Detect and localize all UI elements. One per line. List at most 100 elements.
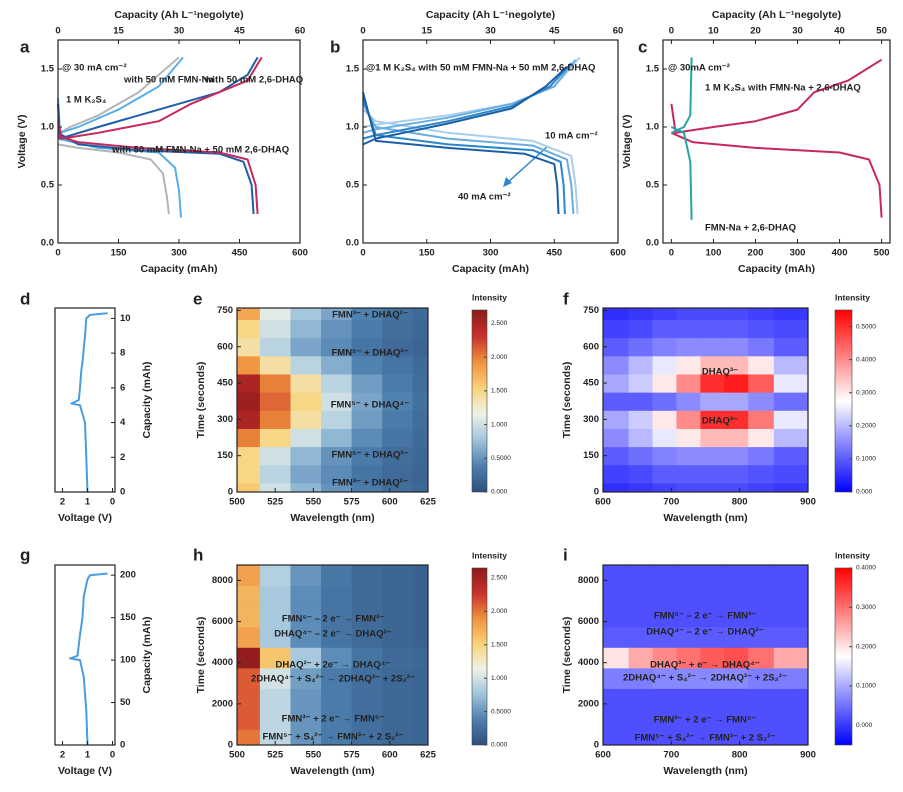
- y-tick-label: 150: [120, 612, 136, 623]
- heat-cell: [700, 709, 725, 731]
- heat-cell: [603, 355, 630, 375]
- x2-tick-label: 30: [174, 26, 185, 37]
- heat-cell: [603, 606, 630, 628]
- line: [362, 65, 568, 215]
- heat-cell: [628, 667, 654, 689]
- y-tick-label: 8000: [578, 575, 599, 586]
- heat-cell: [676, 319, 701, 339]
- heat-cell: [603, 428, 630, 448]
- heat-cell: [676, 308, 701, 320]
- series-label: 1 M K₂S₄: [66, 95, 107, 106]
- panel-letter: f: [563, 289, 569, 308]
- line: [57, 56, 259, 215]
- heat-cell: [700, 355, 725, 375]
- heat-cell: [652, 626, 677, 648]
- series-label: FMN-Na + 2,6-DHAQ: [705, 223, 796, 234]
- y-axis-label: Time (seconds): [195, 362, 207, 439]
- heat-cell: [724, 667, 749, 689]
- series-label: 1 M K₂S₄ with FMN-Na + 2,6-DHAQ: [705, 83, 861, 94]
- heat-cell: [676, 667, 701, 689]
- heat-cell: [700, 729, 725, 746]
- line: [69, 572, 108, 746]
- colorbar-tick-label: 0.5000: [491, 455, 511, 462]
- heat-cell: [724, 428, 749, 448]
- heat-cell: [351, 647, 383, 669]
- heat-cell: [290, 647, 322, 669]
- panel-letter: a: [20, 37, 30, 56]
- colorbar: [471, 309, 488, 493]
- heat-cell: [351, 464, 383, 484]
- heat-cell: [676, 373, 701, 393]
- series-label: with 50 mM FMN-Na: [123, 75, 214, 86]
- heat-cell: [676, 565, 701, 587]
- heat-cell: [237, 373, 261, 393]
- y-tick-label: 1.5: [646, 64, 660, 75]
- y-tick-label: 0.0: [646, 238, 659, 249]
- heat-cell: [700, 688, 725, 710]
- line: [670, 57, 693, 220]
- heat-cell: [321, 482, 353, 493]
- x-tick-label: 400: [832, 248, 848, 259]
- x-tick-label: 100: [706, 248, 722, 259]
- heat-cell: [652, 688, 677, 710]
- heat-cell: [259, 482, 291, 493]
- x2-tick-label: 0: [55, 26, 60, 37]
- heat-cell: [412, 729, 429, 746]
- heat-cell: [321, 319, 353, 339]
- heat-cell: [351, 337, 383, 357]
- heat-cell: [652, 337, 677, 357]
- y-tick-label: 0: [120, 740, 125, 751]
- heat-cell: [700, 585, 725, 607]
- x2-tick-label: 0: [669, 26, 674, 37]
- x-tick-label: 1: [85, 497, 91, 508]
- colorbar-tick-label: 0.000: [856, 722, 873, 729]
- heat-cell: [412, 688, 429, 710]
- heat-cell: [773, 319, 809, 339]
- heat-cell: [748, 688, 775, 710]
- x2-tick-label: 15: [421, 26, 432, 37]
- colorbar-label: Intensity: [835, 550, 870, 560]
- heat-cell: [259, 464, 291, 484]
- heat-cell: [412, 482, 429, 493]
- y-tick-label: 600: [217, 341, 233, 352]
- heat-cell: [700, 482, 725, 493]
- heat-cell: [748, 392, 775, 411]
- heat-cell: [351, 446, 383, 466]
- heat-cell: [700, 446, 725, 466]
- y-tick-label: 10: [120, 313, 131, 324]
- x2-axis-label: Capacity (Ah L⁻¹negolyte): [114, 9, 243, 21]
- heat-cell: [259, 373, 291, 393]
- heat-cell: [724, 688, 749, 710]
- heat-cell: [237, 606, 261, 628]
- x-tick-label: 700: [663, 497, 679, 508]
- heat-cell: [321, 626, 353, 648]
- y-tick-label: 0: [120, 487, 125, 498]
- heat-cell: [652, 585, 677, 607]
- x-tick-label: 800: [732, 497, 748, 508]
- heat-cell: [259, 337, 291, 357]
- annotation: FMN³⁻ + 2 e⁻ → FMN⁵⁻: [654, 715, 757, 726]
- arrow: [503, 145, 549, 187]
- colorbar-tick-label: 2.500: [491, 575, 508, 582]
- heat-cell: [259, 308, 291, 320]
- heat-cell: [412, 446, 429, 466]
- heat-cell: [321, 410, 353, 429]
- heat-cell: [290, 688, 322, 710]
- x-tick-label: 600: [382, 497, 398, 508]
- x-tick-label: 600: [595, 750, 611, 761]
- y-tick-label: 200: [120, 570, 136, 581]
- heat-cell: [628, 319, 654, 339]
- heat-cell: [676, 688, 701, 710]
- heat-cell: [628, 308, 654, 320]
- colorbar-tick-label: 0.4000: [856, 565, 876, 572]
- heat-cell: [412, 585, 429, 607]
- heat-cell: [237, 464, 261, 484]
- y-tick-label: 450: [583, 378, 599, 389]
- colorbar-tick-label: 0.1000: [856, 683, 876, 690]
- heat-cell: [748, 482, 775, 493]
- heat-cell: [382, 585, 414, 607]
- x-tick-label: 0: [55, 248, 60, 259]
- heat-cell: [382, 373, 414, 393]
- x-tick-label: 450: [546, 248, 562, 259]
- heat-cell: [382, 709, 414, 731]
